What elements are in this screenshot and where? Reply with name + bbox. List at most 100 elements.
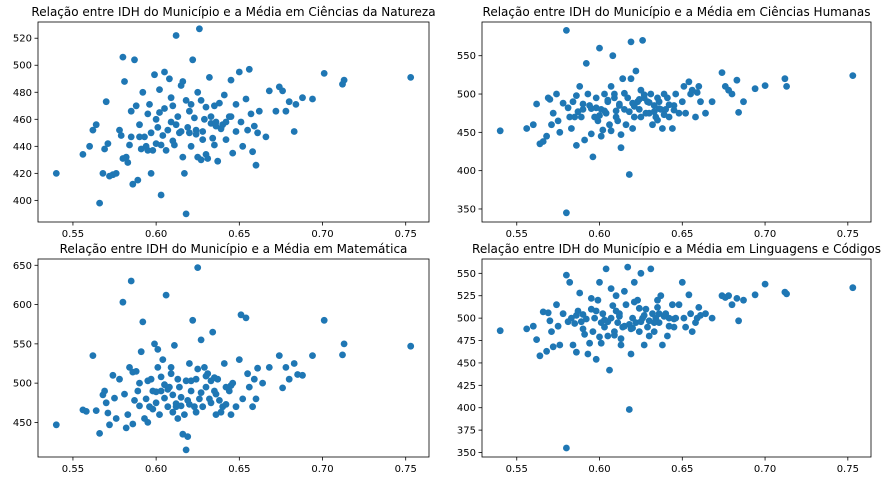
data-point — [144, 377, 152, 385]
data-point — [279, 384, 286, 392]
data-point — [629, 99, 636, 107]
data-point — [573, 142, 580, 149]
data-point — [116, 126, 123, 134]
data-point — [250, 375, 258, 383]
data-point — [783, 83, 790, 90]
x-tick-label: 0.60 — [588, 464, 610, 475]
data-point — [196, 395, 203, 403]
data-point — [664, 94, 671, 102]
data-point — [546, 317, 554, 325]
data-point — [627, 75, 635, 83]
data-point — [573, 348, 580, 356]
data-point — [529, 322, 537, 330]
data-point — [781, 75, 789, 83]
data-point — [635, 328, 643, 335]
data-point — [340, 76, 348, 84]
data-points — [496, 27, 857, 217]
data-point — [680, 314, 688, 322]
data-points — [52, 264, 415, 454]
data-point — [523, 325, 531, 333]
y-tick-label: 550 — [457, 269, 476, 280]
data-point — [207, 113, 215, 120]
data-point — [584, 350, 592, 358]
data-point — [629, 125, 636, 132]
data-point — [184, 124, 192, 131]
data-point — [573, 92, 580, 99]
data-point — [157, 387, 165, 395]
data-point — [184, 433, 192, 440]
data-point — [192, 130, 200, 138]
data-point — [607, 285, 615, 292]
data-point — [733, 295, 741, 302]
data-point — [687, 310, 694, 318]
data-point — [682, 323, 689, 331]
data-point — [735, 317, 742, 325]
data-point — [154, 364, 162, 371]
data-point — [645, 332, 653, 340]
x-tick-label: 0.70 — [311, 229, 333, 240]
data-point — [204, 155, 212, 162]
data-point — [635, 106, 643, 113]
data-point — [529, 121, 537, 129]
data-point — [672, 90, 680, 98]
data-point — [102, 98, 110, 106]
data-point — [665, 322, 673, 330]
data-point — [252, 161, 260, 169]
data-point — [242, 314, 250, 322]
data-point — [245, 383, 253, 391]
data-point — [199, 136, 207, 144]
data-point — [630, 278, 638, 286]
data-point — [320, 70, 328, 77]
data-point — [718, 69, 726, 76]
data-point — [548, 121, 555, 129]
data-point — [116, 375, 123, 383]
data-point — [144, 147, 152, 154]
y-tick-label: 500 — [457, 90, 476, 101]
data-point — [554, 322, 562, 330]
data-point — [169, 408, 177, 416]
data-point — [152, 115, 160, 123]
data-point — [594, 117, 602, 125]
data-point — [571, 113, 579, 121]
data-point — [735, 109, 742, 116]
chart-title: Relação entre IDH do Município e a Média… — [31, 5, 435, 19]
data-point — [136, 379, 143, 387]
data-point — [596, 44, 603, 52]
data-point — [539, 138, 547, 145]
data-point — [596, 333, 603, 341]
data-point — [568, 314, 575, 322]
data-point — [99, 170, 107, 177]
data-point — [121, 78, 128, 85]
data-point — [601, 323, 608, 331]
data-point — [127, 277, 135, 285]
data-point — [625, 406, 633, 413]
data-point — [119, 155, 127, 162]
data-point — [655, 98, 663, 106]
x-tick-label: 0.70 — [754, 464, 776, 475]
data-point — [695, 83, 703, 90]
data-point — [239, 395, 247, 403]
data-point — [252, 395, 260, 403]
data-point — [249, 148, 256, 156]
data-point — [589, 328, 597, 335]
data-point — [211, 141, 218, 149]
data-point — [566, 278, 574, 286]
data-point — [151, 71, 158, 79]
data-point — [96, 430, 103, 437]
data-point — [157, 191, 165, 199]
data-point — [602, 265, 610, 273]
data-point — [761, 82, 769, 89]
y-tick-label: 450 — [457, 358, 476, 369]
data-point — [340, 340, 348, 348]
x-tick-label: 0.55 — [506, 229, 528, 240]
data-point — [109, 371, 117, 379]
data-point — [121, 390, 128, 398]
data-point — [235, 68, 243, 76]
data-point — [654, 116, 661, 124]
data-point — [577, 318, 585, 326]
data-point — [172, 121, 180, 129]
data-point — [154, 124, 162, 131]
y-tick-label: 500 — [13, 61, 32, 72]
data-point — [849, 72, 857, 79]
data-point — [249, 403, 256, 411]
